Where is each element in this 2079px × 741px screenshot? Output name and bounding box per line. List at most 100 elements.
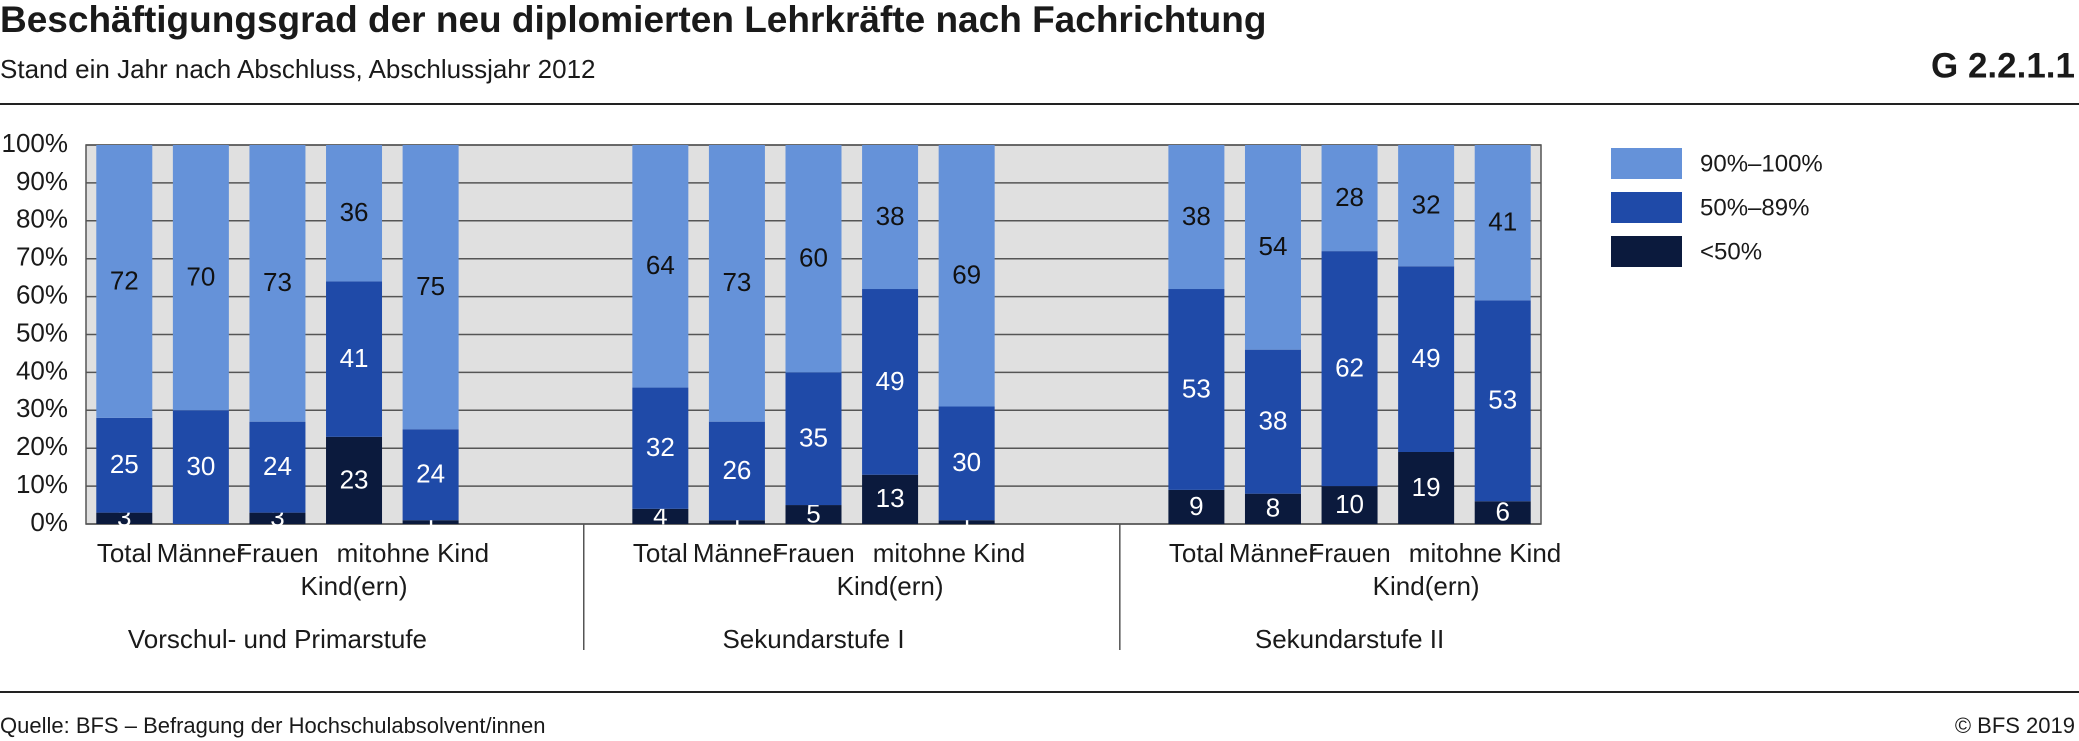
data-label: 38 — [876, 201, 905, 231]
x-tick-label: ohne Kind — [1444, 538, 1562, 568]
data-label: 9 — [1189, 491, 1203, 521]
data-label: 28 — [1335, 182, 1364, 212]
bar-segment — [708, 421, 765, 521]
data-label: 24 — [263, 451, 292, 481]
data-label: 38 — [1259, 406, 1288, 436]
y-tick-label: 80% — [16, 204, 68, 234]
data-label: 23 — [340, 464, 369, 494]
data-label: 13 — [876, 483, 905, 513]
x-tick-label: Frauen — [772, 538, 855, 568]
y-tick-label: 50% — [16, 317, 68, 347]
data-label: 6 — [1495, 497, 1509, 527]
data-label: 60 — [799, 243, 828, 273]
data-label: 49 — [876, 366, 905, 396]
bar-segment — [402, 520, 459, 524]
bar-segment — [96, 417, 153, 513]
bar-segment — [1474, 300, 1531, 502]
x-tick-label: mit Kind(ern) — [836, 538, 944, 601]
bar-segment — [785, 145, 842, 373]
data-label: 36 — [340, 197, 369, 227]
bar-segment — [938, 145, 995, 407]
bar-segment — [785, 505, 842, 524]
y-tick-label: 0% — [30, 507, 68, 537]
bar-segment — [862, 474, 919, 524]
bar-segment — [326, 145, 383, 282]
data-label: 72 — [110, 265, 139, 295]
data-label: 73 — [722, 267, 751, 297]
bar-segment — [249, 512, 306, 524]
bar-segment — [1398, 266, 1455, 452]
data-label: 5 — [806, 498, 820, 528]
x-tick-label: Frauen — [1308, 538, 1391, 568]
source: Quelle: BFS – Befragung der Hochschulabs… — [0, 713, 545, 738]
data-label: 41 — [340, 343, 369, 373]
data-label: 30 — [186, 451, 215, 481]
bar-segment — [785, 372, 842, 506]
bar-segment — [1474, 501, 1531, 524]
data-label: 25 — [110, 449, 139, 479]
bar-segment — [402, 145, 459, 430]
legend-label: <50% — [1700, 238, 1762, 265]
bar-segment — [326, 436, 383, 524]
x-tick-label: mit Kind(ern) — [300, 538, 408, 601]
bar-segment — [1168, 145, 1225, 290]
bar-segment — [326, 281, 383, 437]
x-tick-label: Männer — [156, 538, 245, 568]
legend-label: 90%–100% — [1700, 150, 1823, 177]
bar-segment — [938, 406, 995, 521]
data-label: 62 — [1335, 352, 1364, 382]
chart-id: G 2.2.1.1 — [1931, 46, 2075, 85]
y-tick-label: 20% — [16, 431, 68, 461]
group-label: Sekundarstufe I — [722, 624, 904, 654]
x-tick-label: Total — [1168, 538, 1224, 568]
data-label: 32 — [646, 432, 675, 462]
bar-segment — [1474, 145, 1531, 301]
bar-segment — [632, 387, 689, 509]
data-label: 38 — [1182, 201, 1211, 231]
bar-segment — [708, 145, 765, 422]
bar-segment — [1244, 493, 1301, 524]
data-label: 64 — [646, 250, 675, 280]
group-label: Sekundarstufe II — [1255, 624, 1444, 654]
y-tick-label: 70% — [16, 242, 68, 272]
chart-title: Beschäftigungsgrad der neu diplomierten … — [0, 0, 1266, 40]
copyright: © BFS 2019 — [1955, 713, 2075, 738]
data-label: 75 — [416, 271, 445, 301]
data-label: 19 — [1412, 472, 1441, 502]
x-tick-label: Männer — [1228, 538, 1318, 568]
bar-segment — [1398, 145, 1455, 267]
y-tick-label: 100% — [2, 128, 69, 158]
data-label: 10 — [1335, 489, 1364, 519]
bar-segment — [1321, 145, 1378, 252]
bar-segment — [1321, 486, 1378, 524]
legend-swatch — [1611, 236, 1682, 267]
y-tick-label: 30% — [16, 393, 68, 423]
bar-segment — [632, 145, 689, 388]
legend-swatch — [1611, 192, 1682, 223]
bar-segment — [938, 520, 995, 524]
data-label: 30 — [952, 447, 981, 477]
bar-segment — [249, 145, 306, 422]
bar-segment — [172, 145, 229, 411]
bar-segment — [402, 429, 459, 521]
x-tick-label: Total — [96, 538, 152, 568]
x-tick-label: ohne Kind — [908, 538, 1026, 568]
data-label: 41 — [1488, 207, 1517, 237]
x-tick-label: Männer — [692, 538, 781, 568]
bar-segment — [1168, 489, 1225, 524]
data-label: 49 — [1412, 343, 1441, 373]
legend-label: 50%–89% — [1700, 194, 1809, 221]
data-label: 54 — [1259, 231, 1288, 261]
y-tick-label: 90% — [16, 166, 68, 196]
bar-segment — [1168, 289, 1225, 490]
data-label: 73 — [263, 267, 292, 297]
y-tick-label: 10% — [16, 469, 68, 499]
bar-segment — [172, 410, 229, 524]
bar-segment — [1398, 451, 1455, 524]
data-label: 8 — [1266, 493, 1280, 523]
bar-segment — [96, 512, 153, 524]
bar-segment — [1244, 349, 1301, 494]
data-label: 53 — [1488, 385, 1517, 415]
